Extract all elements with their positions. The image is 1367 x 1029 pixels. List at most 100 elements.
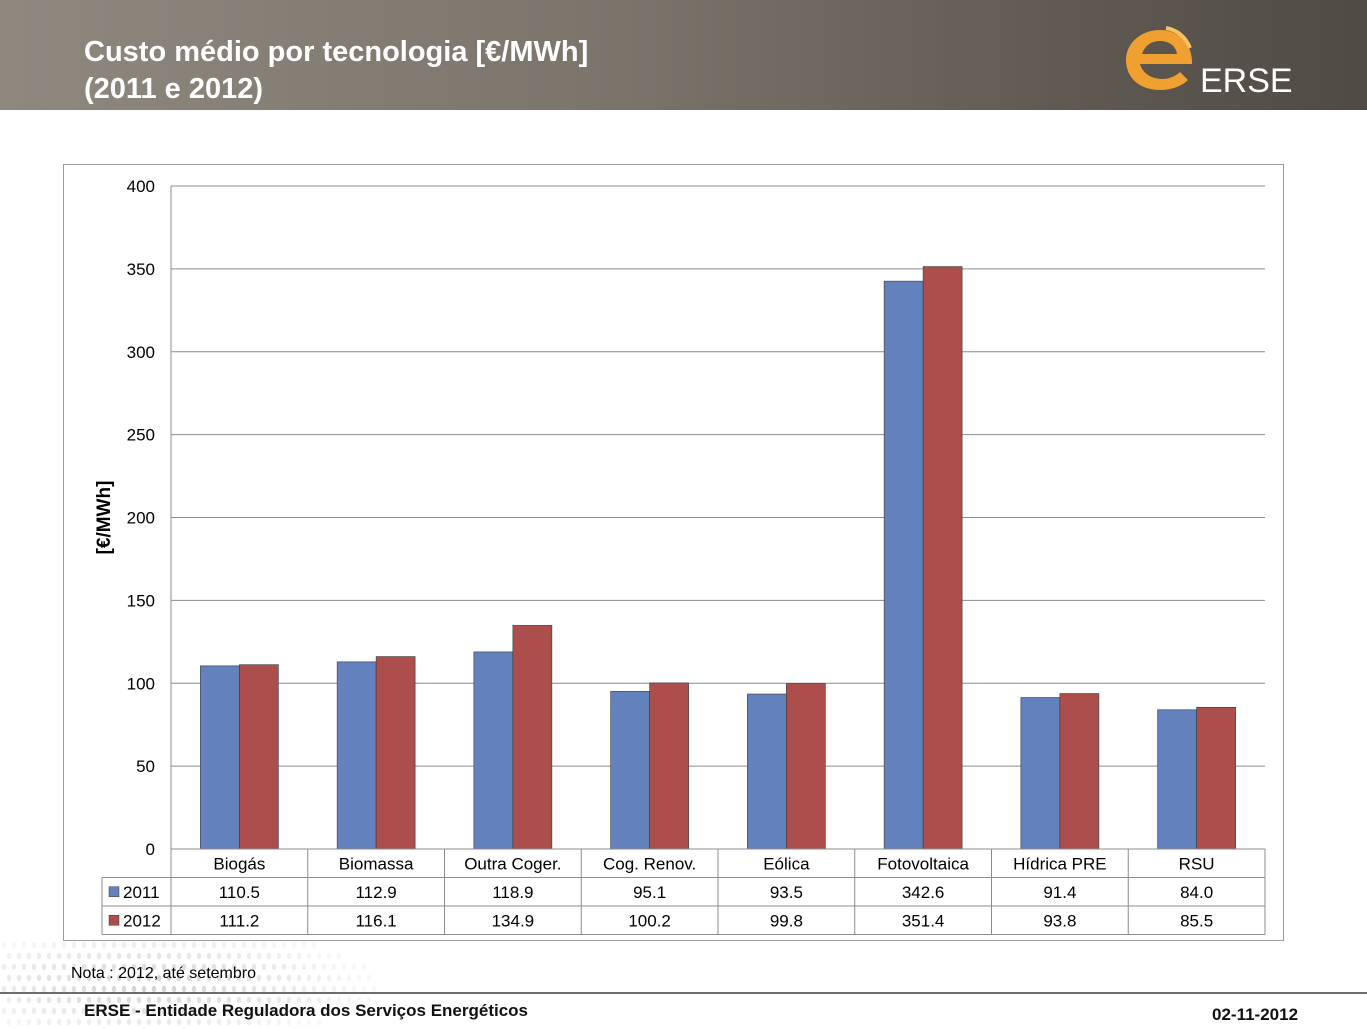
decorative-dot xyxy=(31,941,37,949)
y-tick-label: 50 xyxy=(136,757,155,776)
page-subtitle: (2011 e 2012) xyxy=(84,73,263,105)
y-tick-label: 400 xyxy=(127,177,155,196)
decorative-dot xyxy=(151,941,157,949)
decorative-dot xyxy=(136,974,142,982)
decorative-dot xyxy=(296,1018,302,1026)
decorative-dot xyxy=(246,1018,252,1026)
decorative-dot xyxy=(161,963,167,971)
decorative-dot xyxy=(56,996,62,1004)
decorative-dot xyxy=(36,1018,42,1026)
decorative-dot xyxy=(346,974,352,982)
decorative-dot xyxy=(36,974,42,982)
x-category-label: Outra Coger. xyxy=(464,854,561,873)
decorative-dot xyxy=(156,1018,162,1026)
decorative-dot xyxy=(256,1018,262,1026)
decorative-dot xyxy=(131,1007,137,1015)
decorative-dot xyxy=(271,963,277,971)
decorative-dot xyxy=(341,985,347,993)
decorative-dot xyxy=(346,996,352,1004)
decorative-dot xyxy=(196,974,202,982)
decorative-dot xyxy=(271,985,277,993)
decorative-dot xyxy=(291,1007,297,1015)
decorative-dot xyxy=(181,963,187,971)
decorative-dot xyxy=(96,1018,102,1026)
decorative-dot xyxy=(21,941,27,949)
bar-2012 xyxy=(786,683,826,850)
decorative-dot xyxy=(331,985,337,993)
data-label: 100.2 xyxy=(628,911,671,930)
decorative-dot xyxy=(196,996,202,1004)
bar-2012 xyxy=(375,656,416,850)
decorative-dot xyxy=(91,985,97,993)
decorative-dot xyxy=(31,1007,37,1015)
decorative-dot xyxy=(11,1007,17,1015)
decorative-dot xyxy=(291,985,297,993)
decorative-dot xyxy=(121,1007,127,1015)
footnote: Nota : 2012, até setembro xyxy=(71,965,256,982)
bar-2012 xyxy=(1059,693,1100,850)
decorative-dot xyxy=(261,941,267,949)
decorative-dot xyxy=(31,985,37,993)
decorative-dot xyxy=(261,1007,267,1015)
decorative-dot xyxy=(286,996,292,1004)
decorative-dot xyxy=(181,1007,187,1015)
decorative-dot xyxy=(241,985,247,993)
data-label: 118.9 xyxy=(492,883,533,902)
decorative-dot xyxy=(246,996,252,1004)
decorative-dot xyxy=(1,941,7,949)
decorative-dot xyxy=(291,963,297,971)
footer-organization: ERSE - Entidade Reguladora dos Serviços … xyxy=(84,1001,529,1020)
decorative-dot xyxy=(101,941,107,949)
decorative-dot xyxy=(256,974,262,982)
decorative-dot xyxy=(106,996,112,1004)
decorative-dot xyxy=(171,1007,177,1015)
decorative-dot xyxy=(326,974,332,982)
decorative-dot xyxy=(221,963,227,971)
decorative-dot xyxy=(186,1018,192,1026)
decorative-dot xyxy=(231,1007,237,1015)
decorative-dot xyxy=(236,952,242,960)
decorative-dot xyxy=(11,963,17,971)
decorative-dot xyxy=(226,974,232,982)
bar-2012 xyxy=(1196,706,1236,850)
decorative-dot xyxy=(271,941,277,949)
decorative-dot xyxy=(281,963,287,971)
x-category-label: Cog. Renov. xyxy=(603,854,696,873)
decorative-dot xyxy=(321,963,327,971)
decorative-dot xyxy=(111,985,117,993)
decorative-dot xyxy=(101,1007,107,1015)
decorative-dot xyxy=(36,952,42,960)
decorative-dot xyxy=(91,1007,97,1015)
footer-divider xyxy=(0,992,1367,994)
decorative-dot xyxy=(296,996,302,1004)
data-label: 116.1 xyxy=(355,911,396,930)
legend-label: 2011 xyxy=(123,883,160,902)
decorative-dot xyxy=(166,1018,172,1026)
decorative-dot xyxy=(126,974,132,982)
y-axis-label: [€/MWh] xyxy=(94,481,115,555)
decorative-dot xyxy=(191,1007,197,1015)
decorative-dot xyxy=(96,996,102,1004)
decorative-dot xyxy=(126,1018,132,1026)
decorative-dot xyxy=(11,985,17,993)
decorative-dot xyxy=(181,941,187,949)
decorative-dot xyxy=(151,985,157,993)
decorative-dot xyxy=(1,1007,7,1015)
decorative-dot xyxy=(301,1007,307,1015)
decorative-dot xyxy=(226,1018,232,1026)
decorative-dot xyxy=(141,963,147,971)
page-title: Custo médio por tecnologia [€/MWh] xyxy=(84,36,589,68)
decorative-dot xyxy=(191,985,197,993)
decorative-dot xyxy=(351,985,357,993)
decorative-dot xyxy=(276,974,282,982)
decorative-dot xyxy=(311,941,317,949)
decorative-dot xyxy=(371,985,377,993)
decorative-dot xyxy=(96,974,102,982)
decorative-dot xyxy=(76,952,82,960)
decorative-dot xyxy=(306,952,312,960)
y-tick-label: 150 xyxy=(127,591,155,610)
bar-2011 xyxy=(883,280,924,850)
decorative-dot xyxy=(226,996,232,1004)
decorative-dot xyxy=(76,996,82,1004)
decorative-dot xyxy=(216,952,222,960)
